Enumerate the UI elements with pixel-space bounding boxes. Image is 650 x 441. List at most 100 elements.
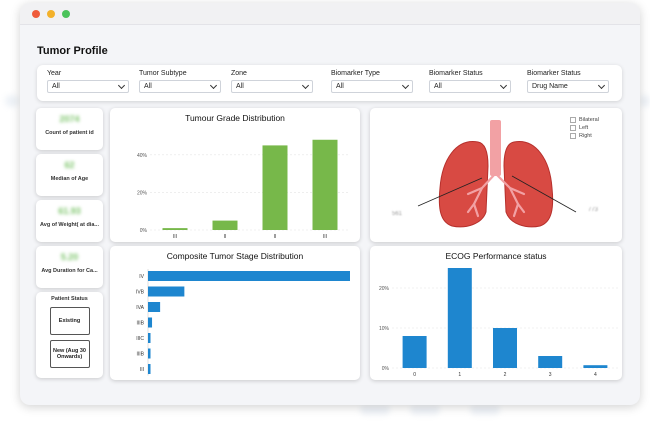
- chart-title: ECOG Performance status: [445, 251, 547, 261]
- tumour-grade-chart: 0%20%40%III II II III: [137, 139, 350, 240]
- kpi-column: 2074 Count of patient id 62 Median of Ag…: [36, 108, 103, 378]
- bar: [312, 139, 338, 230]
- x-tick-label: 0: [413, 372, 416, 378]
- y-tick-label: IVB: [136, 290, 145, 296]
- filter-0: Year All: [47, 70, 129, 93]
- minimize-dot[interactable]: [47, 9, 55, 18]
- y-tick-label: 40%: [137, 153, 148, 159]
- right-lung-count: 773: [588, 207, 599, 213]
- x-tick-label: 4: [594, 372, 597, 378]
- bar: [162, 228, 188, 230]
- legend-label: Bilateral: [579, 117, 599, 123]
- existing-button[interactable]: Existing: [49, 307, 90, 335]
- y-tick-label: IIIB: [136, 321, 144, 327]
- lung-illustration: 561 773: [392, 120, 599, 228]
- x-tick-label: II: [274, 234, 277, 240]
- y-tick-label: III: [140, 367, 144, 373]
- chevron-down-icon: [117, 81, 126, 89]
- filter-value: All: [236, 83, 244, 90]
- bar: [148, 348, 151, 359]
- filter-2: Zone All: [231, 70, 313, 93]
- kpi-card-avg-weight: 61.93 Avg of Weight( at dia...: [36, 200, 103, 242]
- background-blur: [360, 405, 390, 415]
- maximize-dot[interactable]: [62, 9, 70, 18]
- legend-item-right[interactable]: Right: [570, 133, 599, 139]
- checkbox-icon: [570, 125, 576, 131]
- y-tick-label: 20%: [137, 190, 148, 196]
- y-tick-label: 0%: [140, 228, 148, 234]
- filter-label: Biomarker Status: [527, 70, 581, 77]
- bar: [148, 364, 151, 374]
- kpi-value: 5.20: [60, 252, 79, 262]
- tumor-stage-chart: IV IVB IVA IIIB IIIC IIIB III: [136, 269, 350, 376]
- bar: [583, 365, 608, 368]
- kpi-value: 62: [64, 160, 75, 170]
- filter-5: Biomarker Status Drug Name: [527, 70, 609, 93]
- filter-dropdown[interactable]: All: [47, 80, 129, 93]
- filter-value: All: [434, 83, 442, 90]
- filter-label: Tumor Subtype: [139, 70, 187, 77]
- bar: [148, 302, 161, 312]
- x-tick-label: II: [224, 234, 227, 240]
- chevron-down-icon: [301, 81, 310, 89]
- x-tick-label: 3: [549, 372, 552, 378]
- y-tick-label: IIIC: [136, 336, 144, 342]
- filter-dropdown[interactable]: All: [139, 80, 221, 93]
- legend-item-left[interactable]: Left: [570, 125, 599, 131]
- filter-4: Biomarker Status All: [429, 70, 511, 93]
- filter-bar: Year All Tumor Subtype All Zone All Biomarker …: [37, 65, 622, 101]
- filter-value: All: [336, 83, 344, 90]
- chevron-down-icon: [499, 81, 508, 89]
- chevron-down-icon: [209, 81, 218, 89]
- left-lung-count: 561: [392, 211, 403, 217]
- bar: [538, 356, 563, 368]
- y-tick-label: IIIB: [136, 352, 144, 358]
- checkbox-icon: [570, 117, 576, 123]
- tumor-stage-panel: Composite Tumor Stage Distribution IV IVB…: [110, 246, 360, 380]
- bar: [148, 317, 153, 328]
- checkbox-icon: [570, 133, 576, 139]
- kpi-value: 2074: [59, 114, 80, 124]
- legend-item-bilateral[interactable]: Bilateral: [570, 117, 599, 123]
- bar: [447, 268, 472, 368]
- lung-legend: Bilateral Left Right: [570, 117, 599, 141]
- filter-label: Biomarker Status: [429, 70, 483, 77]
- y-tick-label: IV: [139, 274, 144, 280]
- ecog-panel: ECOG Performance status 0% 10% 20% 0 1 2 3 4: [370, 246, 622, 380]
- lungs-icon: [438, 120, 554, 228]
- chart-title: Composite Tumor Stage Distribution: [166, 251, 304, 261]
- close-dot[interactable]: [32, 9, 40, 18]
- legend-label: Left: [579, 125, 589, 131]
- bar: [148, 286, 185, 297]
- legend-label: Right: [579, 133, 592, 139]
- filter-dropdown[interactable]: Drug Name: [527, 80, 609, 93]
- filter-dropdown[interactable]: All: [231, 80, 313, 93]
- app-window: Tumor Profile Year All Tumor Subtype All Zon…: [20, 3, 640, 405]
- filter-label: Year: [47, 70, 62, 77]
- tumour-grade-panel: Tumour Grade Distribution 0% 20% 40% III II I…: [110, 108, 360, 242]
- kpi-card-median-age: 62 Median of Age: [36, 154, 103, 196]
- left-callout-line: [417, 177, 483, 207]
- kpi-card-patient-count: 2074 Count of patient id: [36, 108, 103, 150]
- y-tick-label: 0%: [382, 366, 390, 372]
- page-title: Tumor Profile: [37, 45, 108, 57]
- background-blur: [470, 405, 500, 415]
- kpi-label: Count of patient id: [45, 130, 94, 136]
- x-tick-label: 2: [504, 372, 507, 378]
- filter-value: All: [144, 83, 152, 90]
- background-blur: [410, 405, 440, 415]
- kpi-label: Avg of Weight( at dia...: [40, 222, 99, 228]
- kpi-label: Avg Duration for Ca...: [41, 268, 98, 274]
- y-tick-label: 10%: [379, 326, 390, 332]
- patient-status-title: Patient Status: [51, 296, 88, 302]
- y-tick-label: IVA: [136, 305, 144, 311]
- y-tick-label: 20%: [379, 286, 390, 292]
- chart-title: Tumour Grade Distribution: [185, 113, 285, 123]
- kpi-value: 61.93: [58, 206, 81, 216]
- filter-1: Tumor Subtype All: [139, 70, 221, 93]
- filter-dropdown[interactable]: All: [331, 80, 413, 93]
- new-patients-button[interactable]: New (Aug 30 Onwards): [49, 340, 90, 368]
- background-blur: [640, 95, 650, 107]
- filter-dropdown[interactable]: All: [429, 80, 511, 93]
- kpi-card-avg-duration: 5.20 Avg Duration for Ca...: [36, 246, 103, 288]
